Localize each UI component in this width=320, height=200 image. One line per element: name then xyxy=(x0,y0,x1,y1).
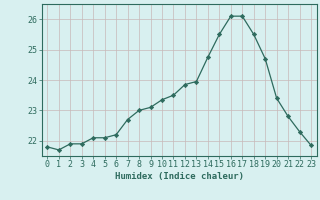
X-axis label: Humidex (Indice chaleur): Humidex (Indice chaleur) xyxy=(115,172,244,181)
